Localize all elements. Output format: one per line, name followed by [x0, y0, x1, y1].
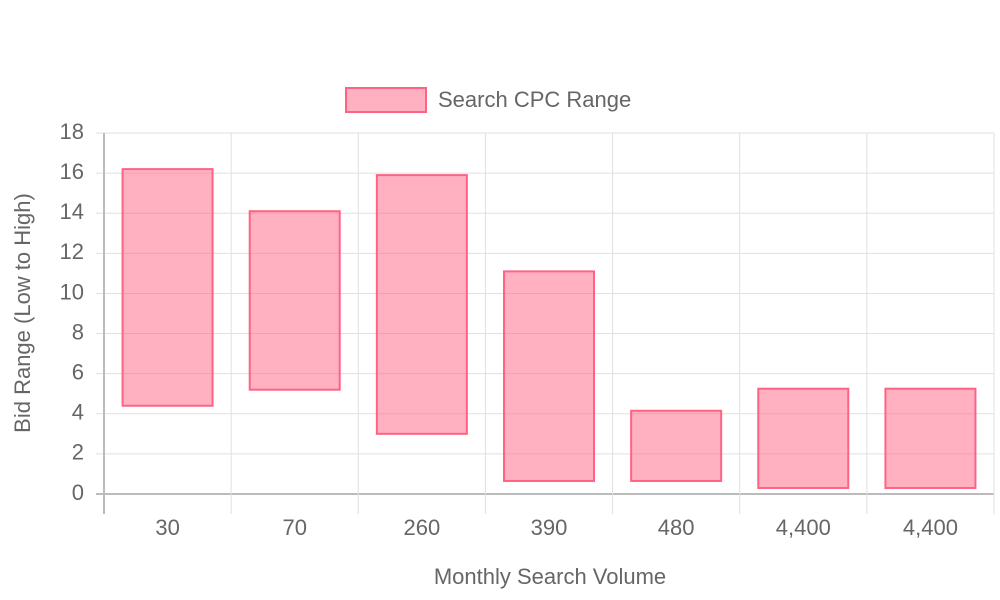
x-tick-label: 390 — [531, 515, 568, 540]
legend-label: Search CPC Range — [438, 87, 631, 112]
bar — [503, 270, 595, 482]
x-tick-label: 4,400 — [903, 515, 958, 540]
x-tick-label: 30 — [155, 515, 179, 540]
y-tick-label: 14 — [60, 199, 84, 224]
y-tick-label: 6 — [72, 359, 84, 384]
bar — [121, 168, 214, 407]
x-tick-label: 480 — [658, 515, 695, 540]
y-tick-label: 4 — [72, 400, 84, 425]
x-tick-label: 260 — [403, 515, 440, 540]
y-tick-label: 16 — [60, 159, 84, 184]
bar — [757, 387, 850, 489]
bar — [375, 174, 468, 435]
y-axis-title: Bid Range (Low to High) — [10, 193, 35, 433]
y-tick-label: 2 — [72, 440, 84, 465]
y-tick-label: 10 — [60, 279, 84, 304]
y-tick-label: 12 — [60, 239, 84, 264]
y-tick-label: 8 — [72, 319, 84, 344]
bar — [248, 210, 341, 391]
x-tick-label: 4,400 — [776, 515, 831, 540]
x-axis-title: Monthly Search Volume — [434, 564, 666, 589]
y-tick-label: 18 — [60, 119, 84, 144]
x-tick-label: 70 — [282, 515, 306, 540]
bar — [884, 387, 977, 489]
legend-swatch — [345, 87, 427, 113]
y-tick-label: 0 — [72, 480, 84, 505]
bar — [630, 409, 723, 482]
